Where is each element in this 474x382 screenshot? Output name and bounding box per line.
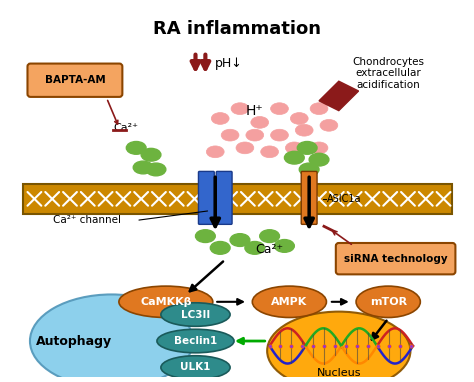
Text: H⁺: H⁺ <box>246 104 264 118</box>
Text: Beclin1: Beclin1 <box>174 336 217 346</box>
Polygon shape <box>319 81 358 111</box>
FancyBboxPatch shape <box>23 184 453 214</box>
FancyBboxPatch shape <box>216 172 232 224</box>
Text: RA inflammation: RA inflammation <box>153 20 321 39</box>
Text: mTOR: mTOR <box>370 297 407 307</box>
Ellipse shape <box>285 142 303 154</box>
Ellipse shape <box>274 240 294 252</box>
Text: Ca²⁺: Ca²⁺ <box>114 123 139 133</box>
Ellipse shape <box>310 142 328 154</box>
Text: Ca²⁺ channel: Ca²⁺ channel <box>53 215 121 225</box>
Ellipse shape <box>230 234 250 246</box>
Text: siRNA technology: siRNA technology <box>344 254 447 264</box>
Ellipse shape <box>119 286 213 317</box>
Text: CaMKKβ: CaMKKβ <box>140 297 191 307</box>
Ellipse shape <box>310 103 328 115</box>
Ellipse shape <box>221 129 239 141</box>
Ellipse shape <box>295 125 313 136</box>
Text: pH↓: pH↓ <box>215 57 243 70</box>
Ellipse shape <box>195 230 215 243</box>
Ellipse shape <box>291 113 308 125</box>
FancyBboxPatch shape <box>27 63 122 97</box>
Ellipse shape <box>161 303 230 326</box>
Ellipse shape <box>356 286 420 317</box>
Text: ASIC1a: ASIC1a <box>327 194 362 204</box>
Ellipse shape <box>157 329 234 353</box>
Ellipse shape <box>206 146 224 158</box>
Ellipse shape <box>267 312 410 382</box>
Ellipse shape <box>245 241 264 254</box>
Ellipse shape <box>211 113 229 125</box>
Text: AMPK: AMPK <box>271 297 308 307</box>
Ellipse shape <box>309 153 329 166</box>
Ellipse shape <box>297 141 317 154</box>
Ellipse shape <box>30 295 193 382</box>
Ellipse shape <box>252 286 327 317</box>
Ellipse shape <box>161 356 230 379</box>
Text: Chondrocytes
extracellular
acidification: Chondrocytes extracellular acidification <box>352 57 424 90</box>
Ellipse shape <box>251 117 269 128</box>
Ellipse shape <box>126 141 146 154</box>
Ellipse shape <box>210 241 230 254</box>
Text: ULK1: ULK1 <box>180 363 210 372</box>
Ellipse shape <box>231 103 249 115</box>
Text: Ca²⁺: Ca²⁺ <box>255 243 283 256</box>
Ellipse shape <box>320 120 338 131</box>
FancyBboxPatch shape <box>301 172 317 224</box>
Ellipse shape <box>299 163 319 176</box>
FancyBboxPatch shape <box>336 243 456 274</box>
FancyBboxPatch shape <box>199 172 214 224</box>
Ellipse shape <box>260 230 280 243</box>
Text: Autophagy: Autophagy <box>36 335 112 348</box>
Ellipse shape <box>271 103 288 115</box>
Ellipse shape <box>271 129 288 141</box>
Ellipse shape <box>133 161 153 174</box>
Ellipse shape <box>146 163 166 176</box>
Ellipse shape <box>236 142 254 154</box>
Ellipse shape <box>261 146 279 158</box>
Text: LC3II: LC3II <box>181 309 210 320</box>
Ellipse shape <box>141 148 161 161</box>
Text: BAPTA-AM: BAPTA-AM <box>45 75 105 85</box>
Text: Nucleus: Nucleus <box>317 368 361 379</box>
Ellipse shape <box>246 129 264 141</box>
Ellipse shape <box>284 151 304 164</box>
